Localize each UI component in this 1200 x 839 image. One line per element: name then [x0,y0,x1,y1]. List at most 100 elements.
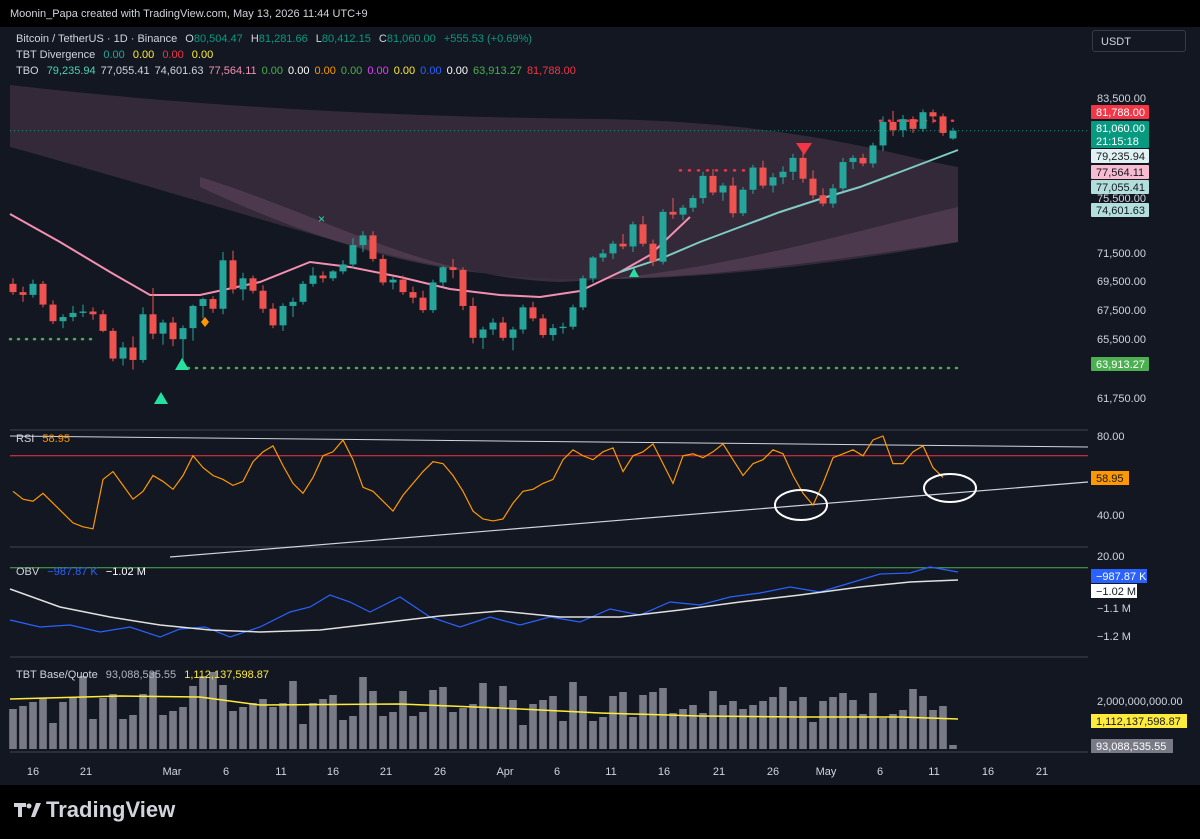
rsi-resistance-trendline [9,435,1089,448]
volume-bar [199,676,207,749]
chart-area[interactable]: ×83,500.0079,500.0075,500.0071,500.0069,… [0,27,1200,785]
volume-bar [489,708,497,749]
symbol-title: Bitcoin / TetherUS · 1D · Binance [16,33,178,45]
price-axis-label-bg [1091,134,1149,148]
tbo-fast-ma-line [619,149,959,273]
candle-body [439,267,447,283]
candle-body [359,235,367,246]
volume-bar [769,697,777,749]
volume-bar [859,714,867,749]
tbo-value: 77,564.11 [208,65,257,77]
x-tick-label: May [816,766,837,778]
candle-body [489,322,497,330]
candle-body [269,308,277,326]
tbt-div-value: 0.00 [103,49,125,61]
tbo-legend[interactable]: TBO 79,235.94 77,055.41 74,601.63 77,564.11… [16,65,581,77]
x-tick-label: 26 [434,766,446,778]
price-axis-label-bg [1091,357,1149,371]
price-axis-label: 74,601.63 [1091,203,1149,217]
volume-bar [899,710,907,749]
candle-body [509,329,517,338]
volume-bar [189,686,197,749]
tbo-value: 63,913.27 [473,65,522,77]
volume-bar [429,690,437,749]
candle-body [249,278,257,291]
price-axis-label: 81,060.00 [1091,121,1149,135]
candle-body [579,278,587,308]
price-axis-label: 21:15:18 [1091,134,1149,148]
tbt-div-value: 0.00 [191,49,214,61]
volume-ma-axis-label-bg [1091,714,1187,728]
candle-body [949,130,957,139]
buy-signal-triangle [154,392,168,404]
change-value: +555.53 (+0.69%) [443,33,532,45]
candle-body [689,198,697,208]
chart-svg[interactable]: ×83,500.0079,500.0075,500.0071,500.0069,… [0,27,1200,785]
volume-bar [889,714,897,749]
candle-body [399,279,407,293]
candle-body [659,211,667,262]
price-axis-label-text: 77,055.41 [1096,182,1145,194]
volume-bar [649,692,657,749]
candle-body [769,177,777,186]
tbt-divergence-legend[interactable]: TBT Divergence 0.00 0.00 0.00 0.00 [16,49,218,61]
tbo-value: 0.00 [288,65,310,77]
candle-body [879,121,887,146]
volume-bar [249,703,257,749]
obv-tick-label: −1.1 M [1097,603,1131,615]
volume-bar [339,720,347,749]
price-axis-label-bg [1091,105,1149,119]
sell-signal-triangle [796,143,812,155]
volume-bar [739,709,747,749]
candle-body [209,299,217,309]
candle-body [169,322,177,340]
candle-body [589,257,597,279]
volume-bar [799,697,807,749]
tbo-slow-ma-line [9,213,691,299]
candle-body [599,253,607,258]
volume-legend[interactable]: TBT Base/Quote 93,088,535.55 1,112,137,5… [16,669,274,681]
volume-bar [59,702,67,749]
volume-bar [509,700,517,749]
tbo-value: 0.00 [314,65,336,77]
candle-body [139,314,147,360]
volume-bar [689,705,697,749]
x-tick-label: 6 [223,766,229,778]
price-axis-label-text: 79,235.94 [1096,151,1145,163]
candle-body [639,224,647,244]
candle-body [89,311,97,315]
candle-body [119,347,127,359]
candle-body [349,245,357,265]
obv-ma-axis-label-bg [1091,584,1137,598]
tbo-value: 0.00 [420,65,442,77]
symbol-legend[interactable]: Bitcoin / TetherUS · 1D · Binance O80,50… [16,33,537,45]
candle-body [819,195,827,204]
candle-body [629,224,637,247]
volume-bar [299,724,307,749]
volume-bar [99,698,107,749]
rsi-support-trendline [169,481,1089,558]
volume-bar [19,706,27,749]
volume-bar [309,703,317,749]
candle-body [849,157,857,163]
candle-body [459,269,467,306]
rsi-value: 58.95 [42,433,70,445]
volume-ma-value: 1,112,137,598.87 [184,669,270,681]
candle-body [889,121,897,131]
x-tick-label: 21 [713,766,725,778]
currency-button[interactable]: USDT [1092,30,1186,52]
volume-bar [619,692,627,749]
candle-body [839,162,847,189]
candle-body [649,243,657,262]
rsi-legend[interactable]: RSI 58.95 [16,433,75,445]
obv-line [9,566,959,638]
open-value: 80,504.47 [193,33,243,45]
candle-body [239,278,247,290]
tbt-div-value: 0.00 [162,49,184,61]
obv-legend[interactable]: OBV −987.87 K −1.02 M [16,566,151,578]
obv-ma-axis-label: −1.02 M [1091,584,1137,598]
candle-body [229,260,237,290]
volume-bar [679,709,687,749]
volume-axis-label-text: 93,088,535.55 [1096,741,1166,753]
candle-body [929,112,937,117]
